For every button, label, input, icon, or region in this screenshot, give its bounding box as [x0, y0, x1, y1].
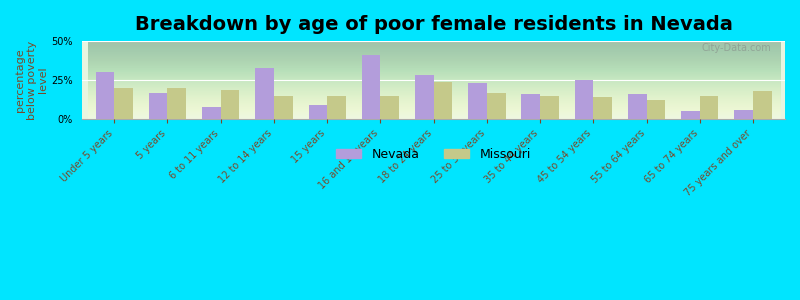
Bar	[468, 83, 487, 119]
Bar	[594, 97, 612, 119]
Bar	[167, 88, 186, 119]
Title: Breakdown by age of poor female residents in Nevada: Breakdown by age of poor female resident…	[134, 15, 733, 34]
Bar	[646, 100, 666, 119]
Y-axis label: percentage
below poverty
level: percentage below poverty level	[15, 40, 48, 120]
Bar	[255, 68, 274, 119]
Bar	[487, 93, 506, 119]
Bar	[415, 76, 434, 119]
Bar	[434, 82, 452, 119]
Bar	[628, 94, 646, 119]
Bar	[114, 88, 133, 119]
Bar	[753, 91, 772, 119]
Bar	[362, 55, 381, 119]
Bar	[327, 96, 346, 119]
Bar	[309, 105, 327, 119]
Bar	[734, 110, 753, 119]
Bar	[96, 72, 114, 119]
Bar	[700, 96, 718, 119]
Legend: Nevada, Missouri: Nevada, Missouri	[331, 143, 536, 166]
Bar	[574, 80, 594, 119]
Bar	[522, 94, 540, 119]
Bar	[540, 96, 558, 119]
Text: City-Data.com: City-Data.com	[701, 44, 771, 53]
Bar	[202, 107, 221, 119]
Bar	[221, 89, 239, 119]
Bar	[149, 93, 167, 119]
Bar	[681, 111, 700, 119]
Bar	[381, 96, 399, 119]
Bar	[274, 96, 293, 119]
